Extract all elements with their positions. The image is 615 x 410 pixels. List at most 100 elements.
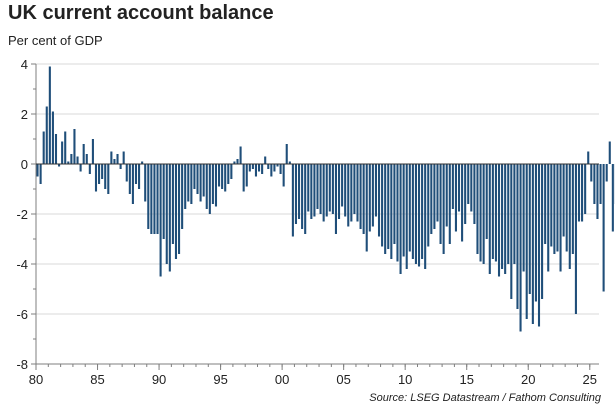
bar [54,134,58,164]
bar [328,164,331,212]
bar [297,164,301,219]
bar [522,164,525,272]
bar [101,164,104,179]
bar [387,164,390,249]
bar [307,164,310,212]
bar [587,151,590,164]
bar [202,164,205,197]
bar [590,164,593,182]
bar [442,164,445,254]
bar [134,164,138,184]
bar [374,164,377,217]
bar [368,164,371,232]
bar [581,164,584,222]
bar [301,164,304,229]
bar [556,164,559,252]
bar [544,164,547,244]
bar [377,164,381,237]
bar [64,131,67,164]
bar [365,164,368,252]
axes: -8 -6 -4 -2 0 2 4 80 85 90 95 00 05 10 15 20 25 [16,57,599,387]
bar [454,164,457,232]
bar [51,111,54,164]
bar [399,164,402,274]
bar [331,164,334,214]
bar [593,164,596,204]
bar [205,164,208,209]
bar [605,164,608,182]
bar [294,164,298,224]
bar [430,164,433,234]
bar [94,164,98,192]
bar [147,164,150,229]
x-tick-label: 10 [398,372,412,387]
bar [168,164,171,272]
bar [208,164,211,214]
bar [58,164,61,167]
bar [85,154,88,164]
bar [439,164,442,244]
bar [559,164,562,272]
bar [258,164,261,172]
x-tick-label: 95 [213,372,227,387]
bar [525,164,528,319]
bar [236,159,239,164]
bar [451,164,454,209]
bar [230,164,233,179]
bar [242,164,245,192]
bar [476,164,479,254]
bar [408,164,411,252]
bar [485,164,488,239]
bar [113,159,116,164]
y-tick-label: -4 [16,257,28,272]
bar [427,164,430,247]
bar [405,164,408,269]
bar [196,164,199,194]
bar [273,164,276,172]
bar [104,164,107,189]
bar [350,164,353,222]
bar [233,161,236,164]
bar [362,164,365,234]
bar [562,164,565,237]
bar [501,164,504,269]
bar [550,164,553,247]
bar [467,164,470,204]
bar [165,164,168,264]
bar [461,164,464,242]
bar [347,164,350,227]
bar [227,164,230,184]
bar [248,164,251,172]
bar [313,164,316,217]
bar [553,164,556,254]
bar [116,154,119,164]
bar [507,164,510,264]
bar [88,164,91,174]
bar [193,164,196,189]
x-tick-label: 15 [459,372,473,387]
bar [73,129,76,164]
bar [261,164,264,174]
bar [42,131,45,164]
bar [359,164,362,229]
bar [513,164,516,264]
bar [178,164,181,254]
bar [291,164,294,237]
bar [421,164,424,259]
source-note: Source: LSEG Datastream / Fathom Consult… [369,392,601,404]
bar [184,164,187,209]
bar [181,164,184,229]
bar [479,164,482,262]
x-tick-label: 05 [336,372,350,387]
chart-subtitle: Per cent of GDP [8,33,103,48]
bar [264,156,267,164]
bar [436,164,439,222]
bar [98,164,101,184]
bar [577,164,581,222]
bar [393,164,396,244]
bar [528,164,531,294]
bar [36,164,39,177]
bar [187,164,190,202]
bar [534,164,537,302]
bar [414,164,417,264]
